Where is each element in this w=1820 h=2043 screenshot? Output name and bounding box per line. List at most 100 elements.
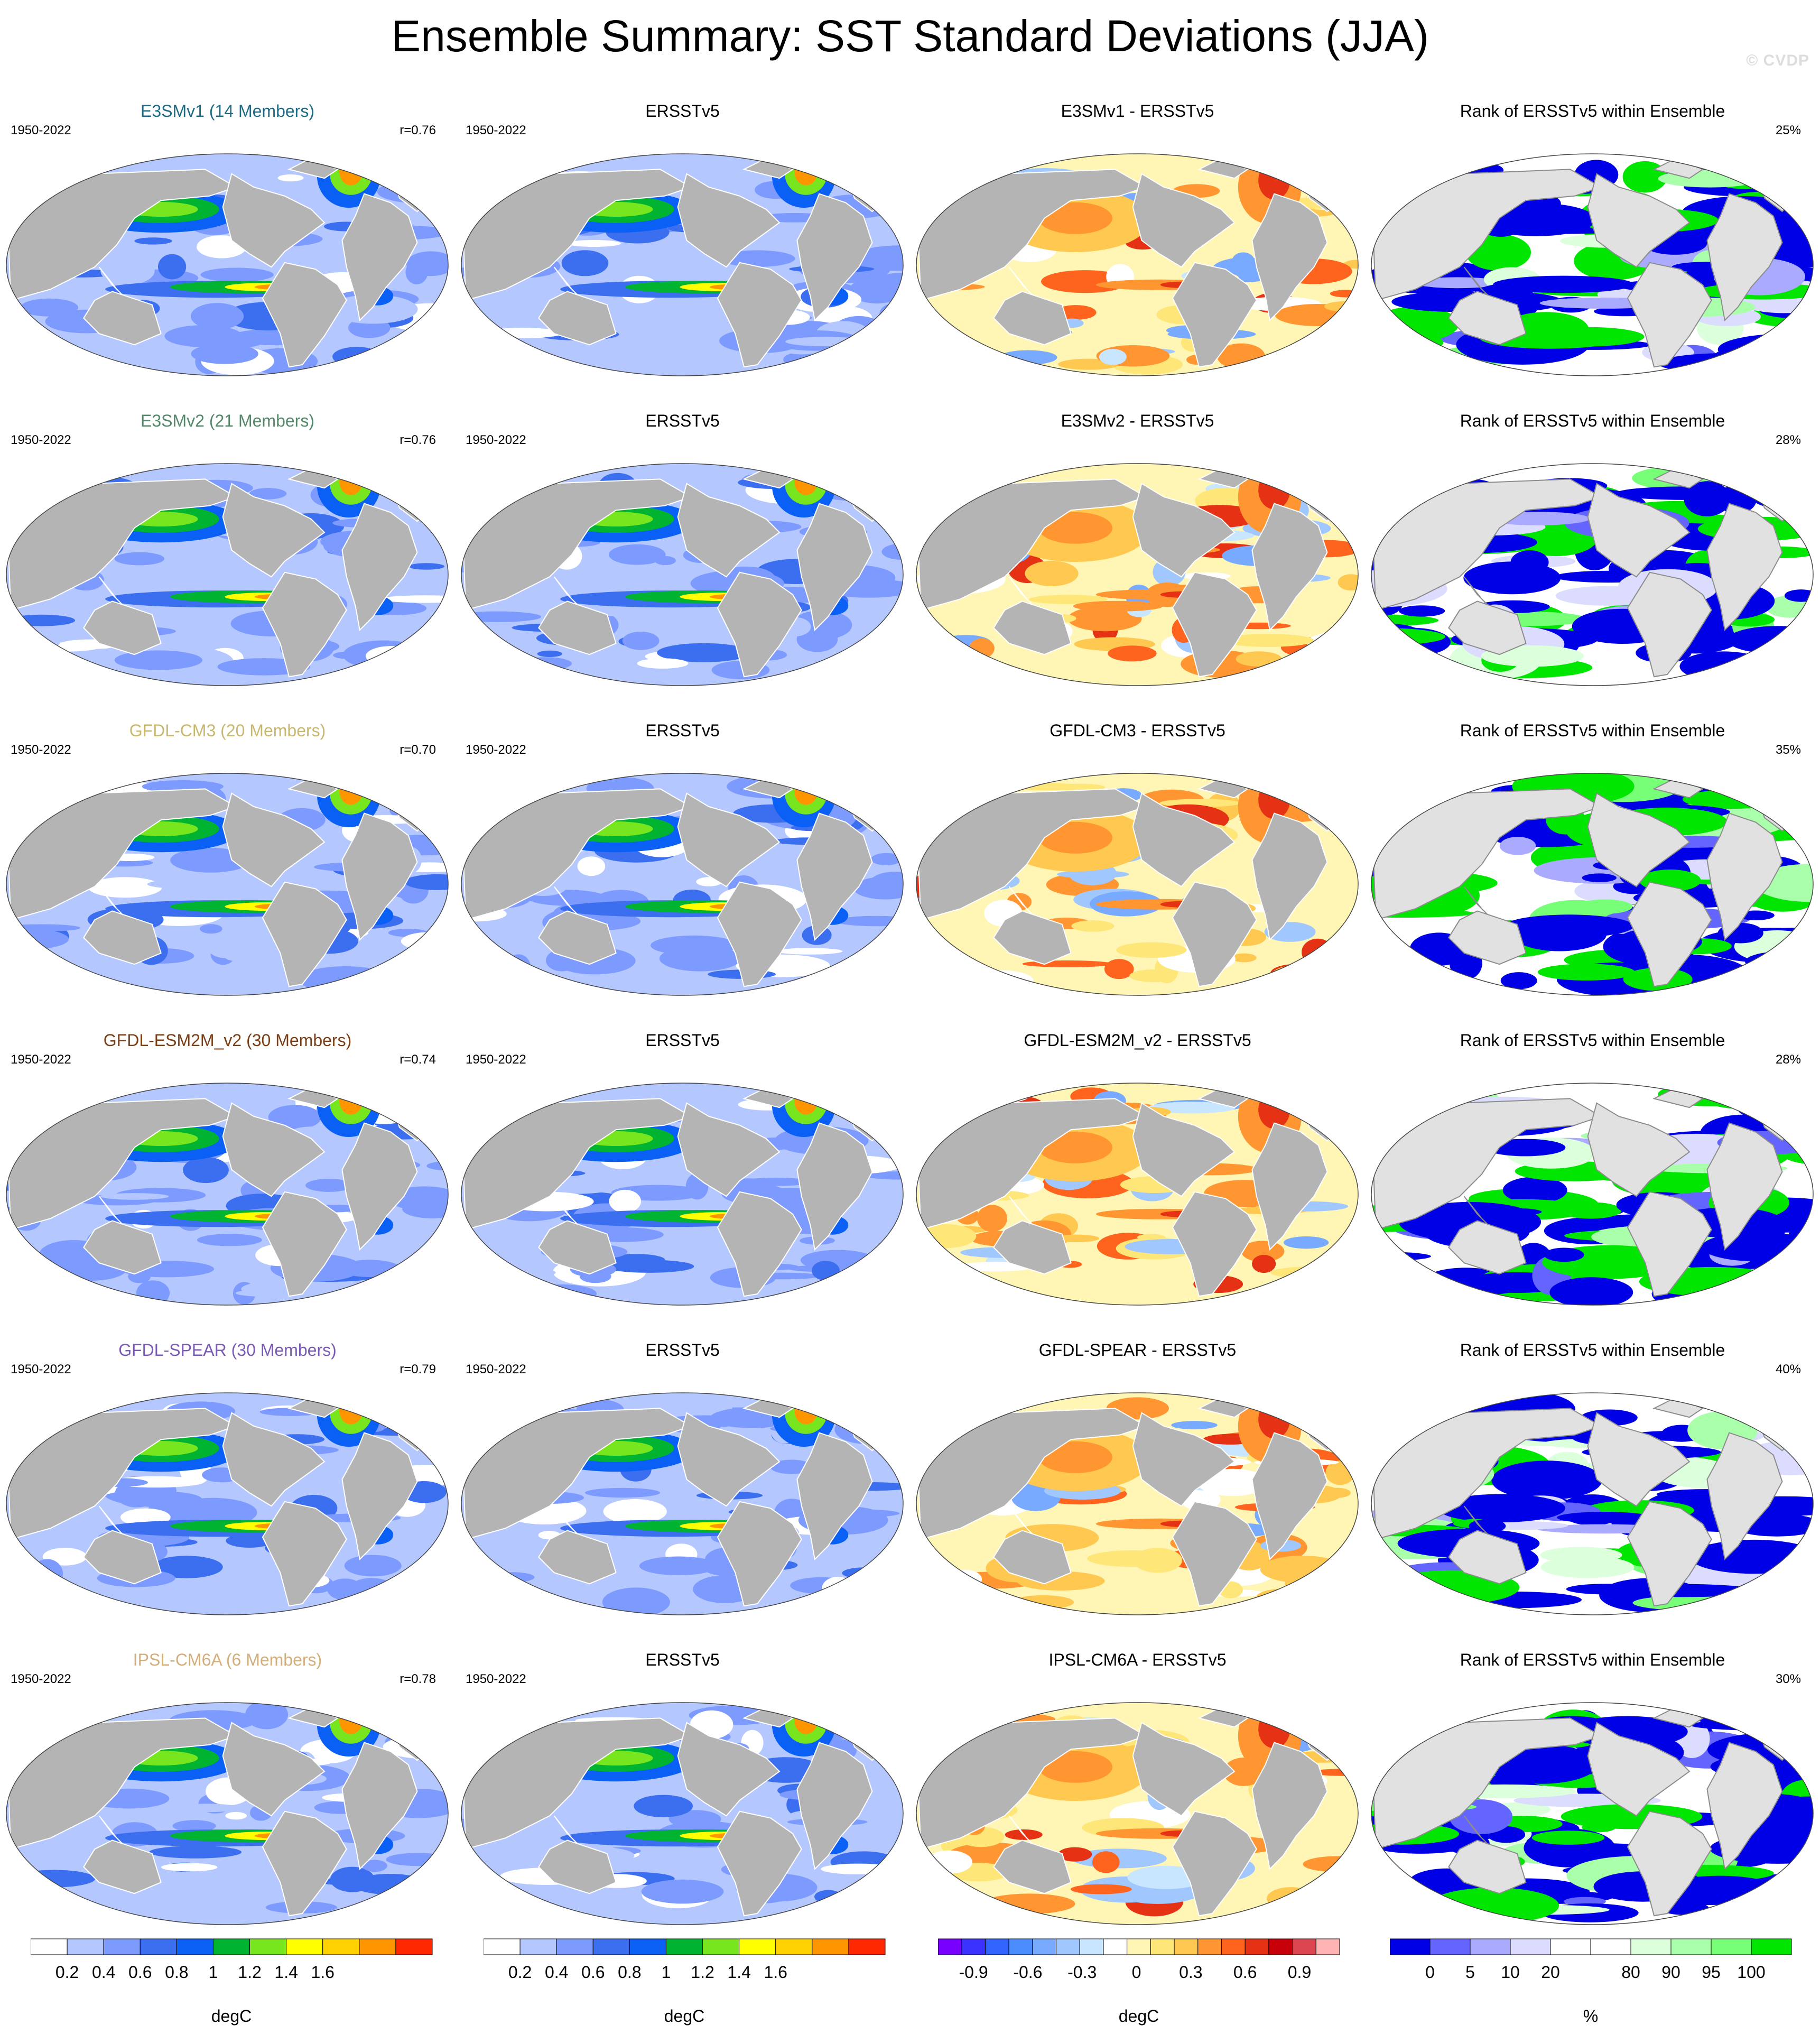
contour-patch [405,260,428,284]
contour-patch [1089,614,1138,626]
colorbar-unit: degC [664,2007,705,2026]
colorbar-tick-label: 1.6 [764,1963,787,1982]
pattern-correlation: r=0.76 [400,433,436,447]
world-map [6,1392,449,1615]
world-map [1371,463,1814,686]
land-mass [222,173,326,268]
panel-period: 1950-2022 [11,433,71,447]
world-map [916,1702,1359,1925]
land-mass [1172,881,1257,987]
map-border [461,1702,904,1925]
contour-patch [1236,651,1282,667]
land-mass [83,1839,162,1894]
contour-patch [645,314,735,326]
colorbar-swatch [249,1938,287,1955]
map-border [6,1392,449,1615]
map-panel-rank: Rank of ERSSTv5 within Ensemble 35% [1365,720,1820,1030]
contour-patch [158,254,187,280]
land-mass [1627,1191,1712,1297]
contour-patch [857,489,903,503]
rank-percent: 28% [1775,1052,1801,1067]
contour-patch [1268,1592,1321,1600]
contour-patch [410,338,448,346]
land-mass [993,600,1072,655]
colorbar-swatch [1292,1938,1316,1955]
contour-patch [584,1487,661,1498]
map-panel-diff: E3SMv1 - ERSSTv5 [910,100,1365,410]
contour-patch [1315,1119,1358,1132]
contour-patch [429,1887,448,1912]
contour-patch [6,657,69,678]
map-panel-model: GFDL-ESM2M_v2 (30 Members) 1950-2022 r=0.7… [0,1030,455,1339]
contour-patch [521,657,572,670]
land-mass [1706,1432,1783,1561]
contour-patch [1371,909,1475,918]
contour-patch [1323,1487,1351,1498]
contour-patch [1231,953,1257,963]
contour-patch [871,853,902,865]
pattern-correlation: r=0.79 [400,1362,436,1376]
land-mass [742,1397,794,1418]
contour-patch [476,1267,556,1278]
contour-patch [1053,1234,1100,1242]
pattern-correlation: r=0.78 [400,1672,436,1686]
contour-patch [339,1087,363,1115]
colorbar-graphic: 0.2 0.4 0.6 0.8 1 1.2 1.4 1.6 [31,1938,433,1982]
colorbar-swatch [1630,1938,1672,1955]
contour-patch [561,250,609,276]
contour-patch [7,492,36,512]
land-mass [717,571,802,678]
contour-patch [410,1254,448,1279]
panel-title: GFDL-ESM2M_v2 (30 Members) [103,1031,352,1050]
world-map [461,1392,904,1615]
contour-patch [1753,490,1792,507]
world-map [916,1083,1359,1306]
panel-title: Rank of ERSSTv5 within Ensemble [1460,1341,1725,1360]
land-mass [341,1122,418,1251]
contour-patch [1171,1421,1218,1430]
contour-patch [1108,645,1157,662]
map-panel-model: E3SMv2 (21 Members) 1950-2022 r=0.76 [0,410,455,720]
contour-patch [622,631,660,650]
contour-patch [1428,1888,1559,1924]
land-mass [83,1530,162,1585]
contour-patch [509,1086,537,1106]
contour-patch [1056,870,1129,879]
land-mass [1132,792,1236,888]
colorbar-graphic: 0.2 0.4 0.6 0.8 1 1.2 1.4 1.6 [484,1938,886,1982]
colorbar-swatch [1174,1938,1199,1955]
contour-patch [657,643,750,662]
pattern-correlation: r=0.70 [400,743,436,757]
contour-patch [26,797,57,813]
colorbar-tick-label: 10 [1501,1963,1520,1982]
colorbar-swatch [1390,1938,1431,1955]
colorbar-sst: 0.2 0.4 0.6 0.8 1 1.2 1.4 1.6 degC [31,1934,453,2029]
colorbar-swatch [812,1938,849,1955]
map-border [1371,153,1814,376]
colorbar-tick-label: 0 [1132,1963,1141,1982]
colorbar-tick-label: 0.2 [55,1963,79,1982]
contour-patch [1025,560,1079,587]
pattern-correlation: r=0.74 [400,1052,436,1067]
contour-patch [1540,1556,1635,1578]
contour-patch [1371,964,1422,975]
colorbar-swatch [1550,1938,1591,1955]
land-mass [1251,1742,1328,1871]
contour-patch [395,1408,448,1417]
map-border [461,463,904,686]
panel-title: ERSSTv5 [645,1031,720,1050]
land-mass [717,1810,802,1917]
colorbar-tick-label: 0.6 [1233,1963,1257,1982]
land-mass [1448,291,1527,346]
land-mass [262,262,347,368]
contour-patch [794,158,818,186]
contour-patch [1270,1398,1312,1414]
contour-patch [822,1576,855,1601]
land-mass [796,503,873,632]
contour-patch [172,1820,216,1832]
contour-patch [339,158,363,186]
colorbar-swatch [702,1938,740,1955]
land-mass [1172,1810,1257,1917]
panel-title: GFDL-CM3 - ERSSTv5 [1050,721,1225,740]
colorbar-swatch [67,1938,104,1955]
